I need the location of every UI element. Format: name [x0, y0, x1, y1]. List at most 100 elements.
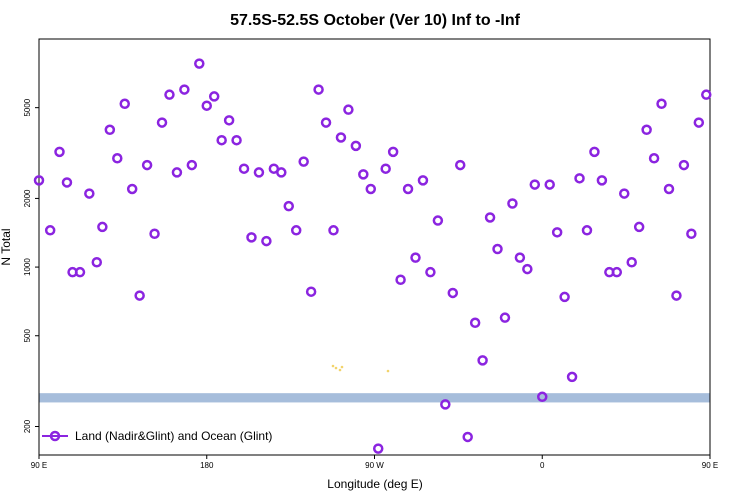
data-point: [343, 104, 354, 115]
data-point: [693, 117, 705, 128]
data-point: [276, 167, 287, 178]
data-point: [566, 371, 578, 383]
data-point: [537, 391, 548, 403]
data-point: [589, 146, 600, 158]
data-point: [61, 177, 73, 188]
data-point: [380, 163, 391, 174]
data-point: [97, 221, 108, 233]
data-point: [686, 228, 697, 240]
y-tick-label: 5000: [23, 98, 32, 116]
x-tick-label: 90 W: [365, 461, 384, 470]
data-point: [402, 183, 414, 195]
land-speck: [338, 368, 342, 372]
data-point: [186, 159, 198, 171]
y-tick-label: 2000: [23, 189, 32, 207]
data-point: [492, 243, 503, 255]
data-point: [238, 163, 250, 174]
data-point: [164, 89, 175, 100]
legend-marker: [49, 430, 61, 442]
data-point: [223, 115, 235, 126]
data-point: [387, 146, 399, 158]
x-tick-label: 90 E: [31, 461, 47, 470]
data-point: [440, 399, 451, 410]
data-point: [216, 134, 227, 146]
data-point: [305, 286, 317, 297]
data-point: [149, 228, 160, 240]
data-point: [33, 175, 45, 186]
data-point: [574, 173, 585, 184]
land-speck: [331, 364, 335, 368]
data-point: [648, 153, 660, 164]
data-point: [529, 179, 541, 190]
legend-label: Land (Nadir&Glint) and Ocean (Glint): [75, 429, 272, 443]
data-point: [119, 98, 130, 110]
legend: Land (Nadir&Glint) and Ocean (Glint): [42, 429, 272, 443]
data-point: [544, 179, 555, 190]
data-point: [432, 215, 444, 226]
data-point: [171, 167, 183, 178]
x-tick-label: 180: [200, 461, 214, 470]
data-point: [335, 132, 347, 143]
data-point: [320, 117, 332, 128]
data-point: [126, 183, 138, 195]
data-point: [350, 140, 362, 152]
data-point: [74, 266, 86, 278]
data-point: [596, 175, 608, 186]
data-point: [283, 200, 295, 212]
data-point: [104, 124, 116, 136]
data-point: [551, 227, 563, 238]
x-tick-label: 0: [540, 461, 545, 470]
data-point: [246, 232, 257, 243]
data-point: [581, 225, 593, 236]
data-point: [179, 84, 190, 95]
data-point: [231, 134, 242, 146]
data-point: [522, 263, 533, 275]
data-point: [477, 355, 488, 366]
land-specks: [331, 364, 390, 373]
data-series: [33, 58, 712, 454]
data-point: [425, 266, 436, 278]
data-point: [112, 153, 123, 164]
data-point: [619, 188, 630, 199]
data-point: [290, 225, 302, 236]
data-point: [208, 91, 220, 102]
data-point: [54, 146, 65, 158]
data-point: [298, 156, 309, 167]
data-point: [454, 159, 466, 171]
data-point: [194, 58, 205, 69]
y-tick-label: 200: [23, 419, 32, 433]
land-speck: [334, 366, 338, 370]
data-point: [91, 256, 103, 268]
data-point: [313, 84, 324, 95]
x-tick-label: 90 E: [702, 461, 718, 470]
data-point: [663, 183, 675, 195]
data-point: [395, 274, 406, 285]
data-point: [514, 252, 526, 263]
data-point: [410, 252, 421, 263]
data-point: [678, 159, 690, 171]
data-point: [141, 159, 153, 171]
data-point: [469, 317, 481, 329]
data-point: [626, 256, 637, 268]
data-point: [671, 290, 682, 301]
data-point: [365, 183, 377, 195]
data-point: [156, 117, 168, 128]
land-speck: [386, 369, 390, 373]
data-point: [462, 431, 473, 443]
plot-frame: [38, 38, 711, 456]
data-point: [633, 221, 645, 233]
data-point: [134, 290, 145, 301]
data-point: [358, 169, 369, 180]
chart-title: 57.5S-52.5S October (Ver 10) Inf to -Inf: [230, 12, 521, 29]
y-tick-label: 500: [23, 329, 32, 343]
data-point: [328, 225, 339, 236]
data-point: [611, 266, 623, 278]
y-tick-label: 1000: [23, 258, 32, 276]
data-point: [701, 89, 712, 100]
data-point: [261, 235, 272, 247]
land-speck: [340, 365, 344, 369]
x-axis: 90 E 180 90 W 0 90 E: [31, 455, 718, 470]
data-point: [499, 312, 511, 323]
data-point: [372, 443, 384, 454]
